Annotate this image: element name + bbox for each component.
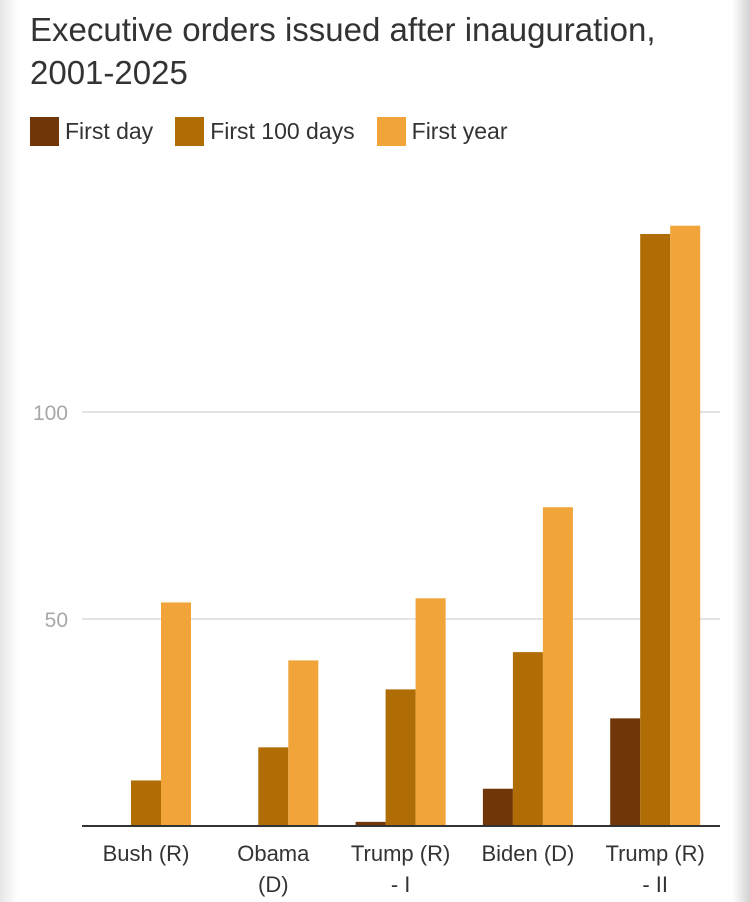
left-edge-shadow xyxy=(0,0,18,902)
bar-3-3 xyxy=(415,598,446,826)
y-tick-label-50: 50 xyxy=(45,609,68,632)
bar-3-2 xyxy=(385,689,416,826)
bar-4-3 xyxy=(542,507,573,826)
bar-4-2 xyxy=(512,652,543,826)
bar-5-1 xyxy=(610,718,641,826)
bar-2-2 xyxy=(258,747,289,826)
bar-2-3 xyxy=(288,660,319,826)
bar-1-3 xyxy=(161,602,191,826)
legend-item-first-100-days: First 100 days xyxy=(175,116,355,146)
bar-5-2 xyxy=(640,233,671,827)
x-tick-label-3-2: - I xyxy=(391,872,411,897)
bar-4-1 xyxy=(482,788,513,826)
x-tick-label-5-1: Trump (R) xyxy=(605,841,704,866)
x-tick-label-5-2: - II xyxy=(642,872,668,897)
bar-1-2 xyxy=(131,780,161,826)
legend-label-first-year: First year xyxy=(411,117,508,144)
x-tick-label-2-2: (D) xyxy=(258,872,289,897)
x-tick-label-2-1: Obama xyxy=(237,841,310,866)
legend-item-first-day: First day xyxy=(30,116,154,146)
legend-swatch-first-day xyxy=(30,116,59,146)
bar-3-1 xyxy=(355,821,386,826)
y-tick-label-100: 100 xyxy=(33,402,68,425)
x-tick-label-4-1: Biden (D) xyxy=(481,841,574,866)
chart-title: Executive orders issued after inaugurati… xyxy=(30,11,656,91)
x-tick-label-1-1: Bush (R) xyxy=(103,841,190,866)
bar-5-3 xyxy=(670,225,701,826)
legend-swatch-first-100-days xyxy=(175,116,205,146)
legend: First day First 100 days First year xyxy=(30,116,529,146)
legend-item-first-year: First year xyxy=(376,116,508,146)
x-tick-label-3-1: Trump (R) xyxy=(351,841,450,866)
right-edge-shadow xyxy=(732,0,750,902)
legend-swatch-first-year xyxy=(376,116,406,146)
legend-label-first-day: First day xyxy=(65,117,154,144)
legend-label-first-100-days: First 100 days xyxy=(210,117,355,144)
